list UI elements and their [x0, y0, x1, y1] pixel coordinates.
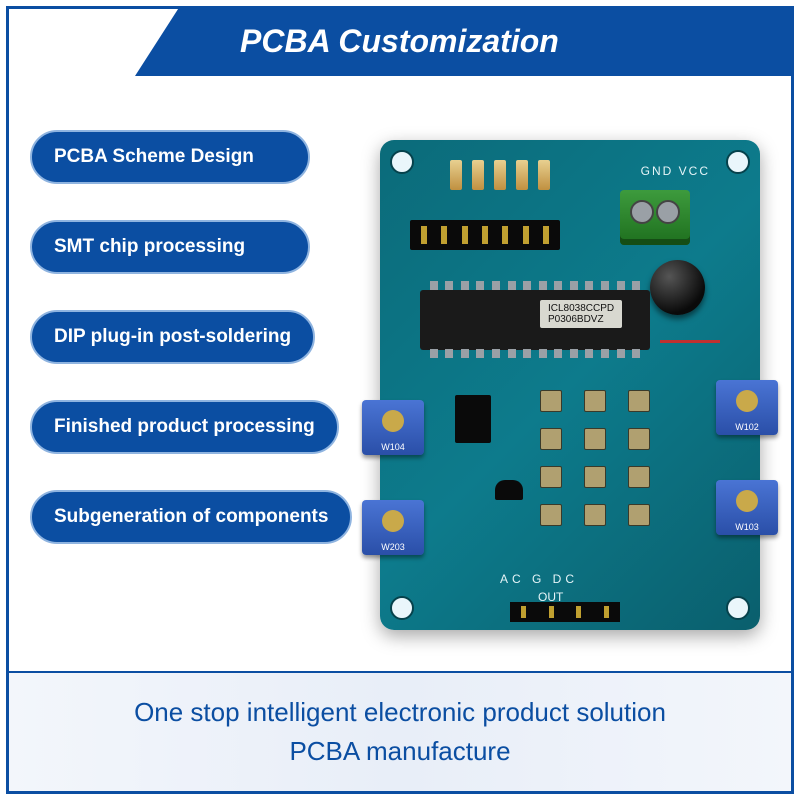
- feature-list: PCBA Scheme Design SMT chip processing D…: [30, 130, 350, 544]
- mount-hole-icon: [726, 150, 750, 174]
- diode-row: [450, 160, 550, 190]
- feature-pill: PCBA Scheme Design: [30, 130, 310, 184]
- footer-line-1: One stop intelligent electronic product …: [134, 697, 666, 728]
- feature-pill: Subgeneration of components: [30, 490, 352, 544]
- potentiometer-icon: W104: [362, 400, 424, 455]
- chip-marking: ICL8038CCPD P0306BDVZ: [540, 300, 622, 328]
- diode-smd-icon: [660, 340, 720, 343]
- potentiometer-icon: W102: [716, 380, 778, 435]
- chip-line2: P0306BDVZ: [548, 314, 614, 325]
- potentiometer-icon: W203: [362, 500, 424, 555]
- footer-line-2: PCBA manufacture: [289, 736, 510, 767]
- jumper-icon: [455, 395, 491, 443]
- pcb-board: GND VCC ICL8038CCPD P0306BDVZ W104 W203 …: [380, 140, 760, 630]
- potentiometer-icon: W103: [716, 480, 778, 535]
- silk-ac-g-dc: AC G DC: [500, 572, 578, 586]
- smd-grid: [540, 390, 650, 526]
- capacitor-icon: [650, 260, 705, 315]
- feature-pill: DIP plug-in post-soldering: [30, 310, 315, 364]
- silk-gnd-vcc: GND VCC: [641, 164, 710, 178]
- chip-line1: ICL8038CCPD: [548, 303, 614, 314]
- screw-terminal-icon: [620, 190, 690, 245]
- footer-banner: One stop intelligent electronic product …: [9, 671, 791, 791]
- feature-pill: Finished product processing: [30, 400, 339, 454]
- mount-hole-icon: [390, 150, 414, 174]
- mount-hole-icon: [726, 596, 750, 620]
- pcb-illustration: GND VCC ICL8038CCPD P0306BDVZ W104 W203 …: [370, 130, 770, 640]
- output-header-icon: [510, 602, 620, 622]
- mount-hole-icon: [390, 596, 414, 620]
- page-title: PCBA Customization: [240, 23, 559, 60]
- pin-header-icon: [410, 220, 560, 250]
- transistor-icon: [495, 480, 523, 500]
- feature-pill: SMT chip processing: [30, 220, 310, 274]
- header-banner: PCBA Customization: [180, 6, 791, 76]
